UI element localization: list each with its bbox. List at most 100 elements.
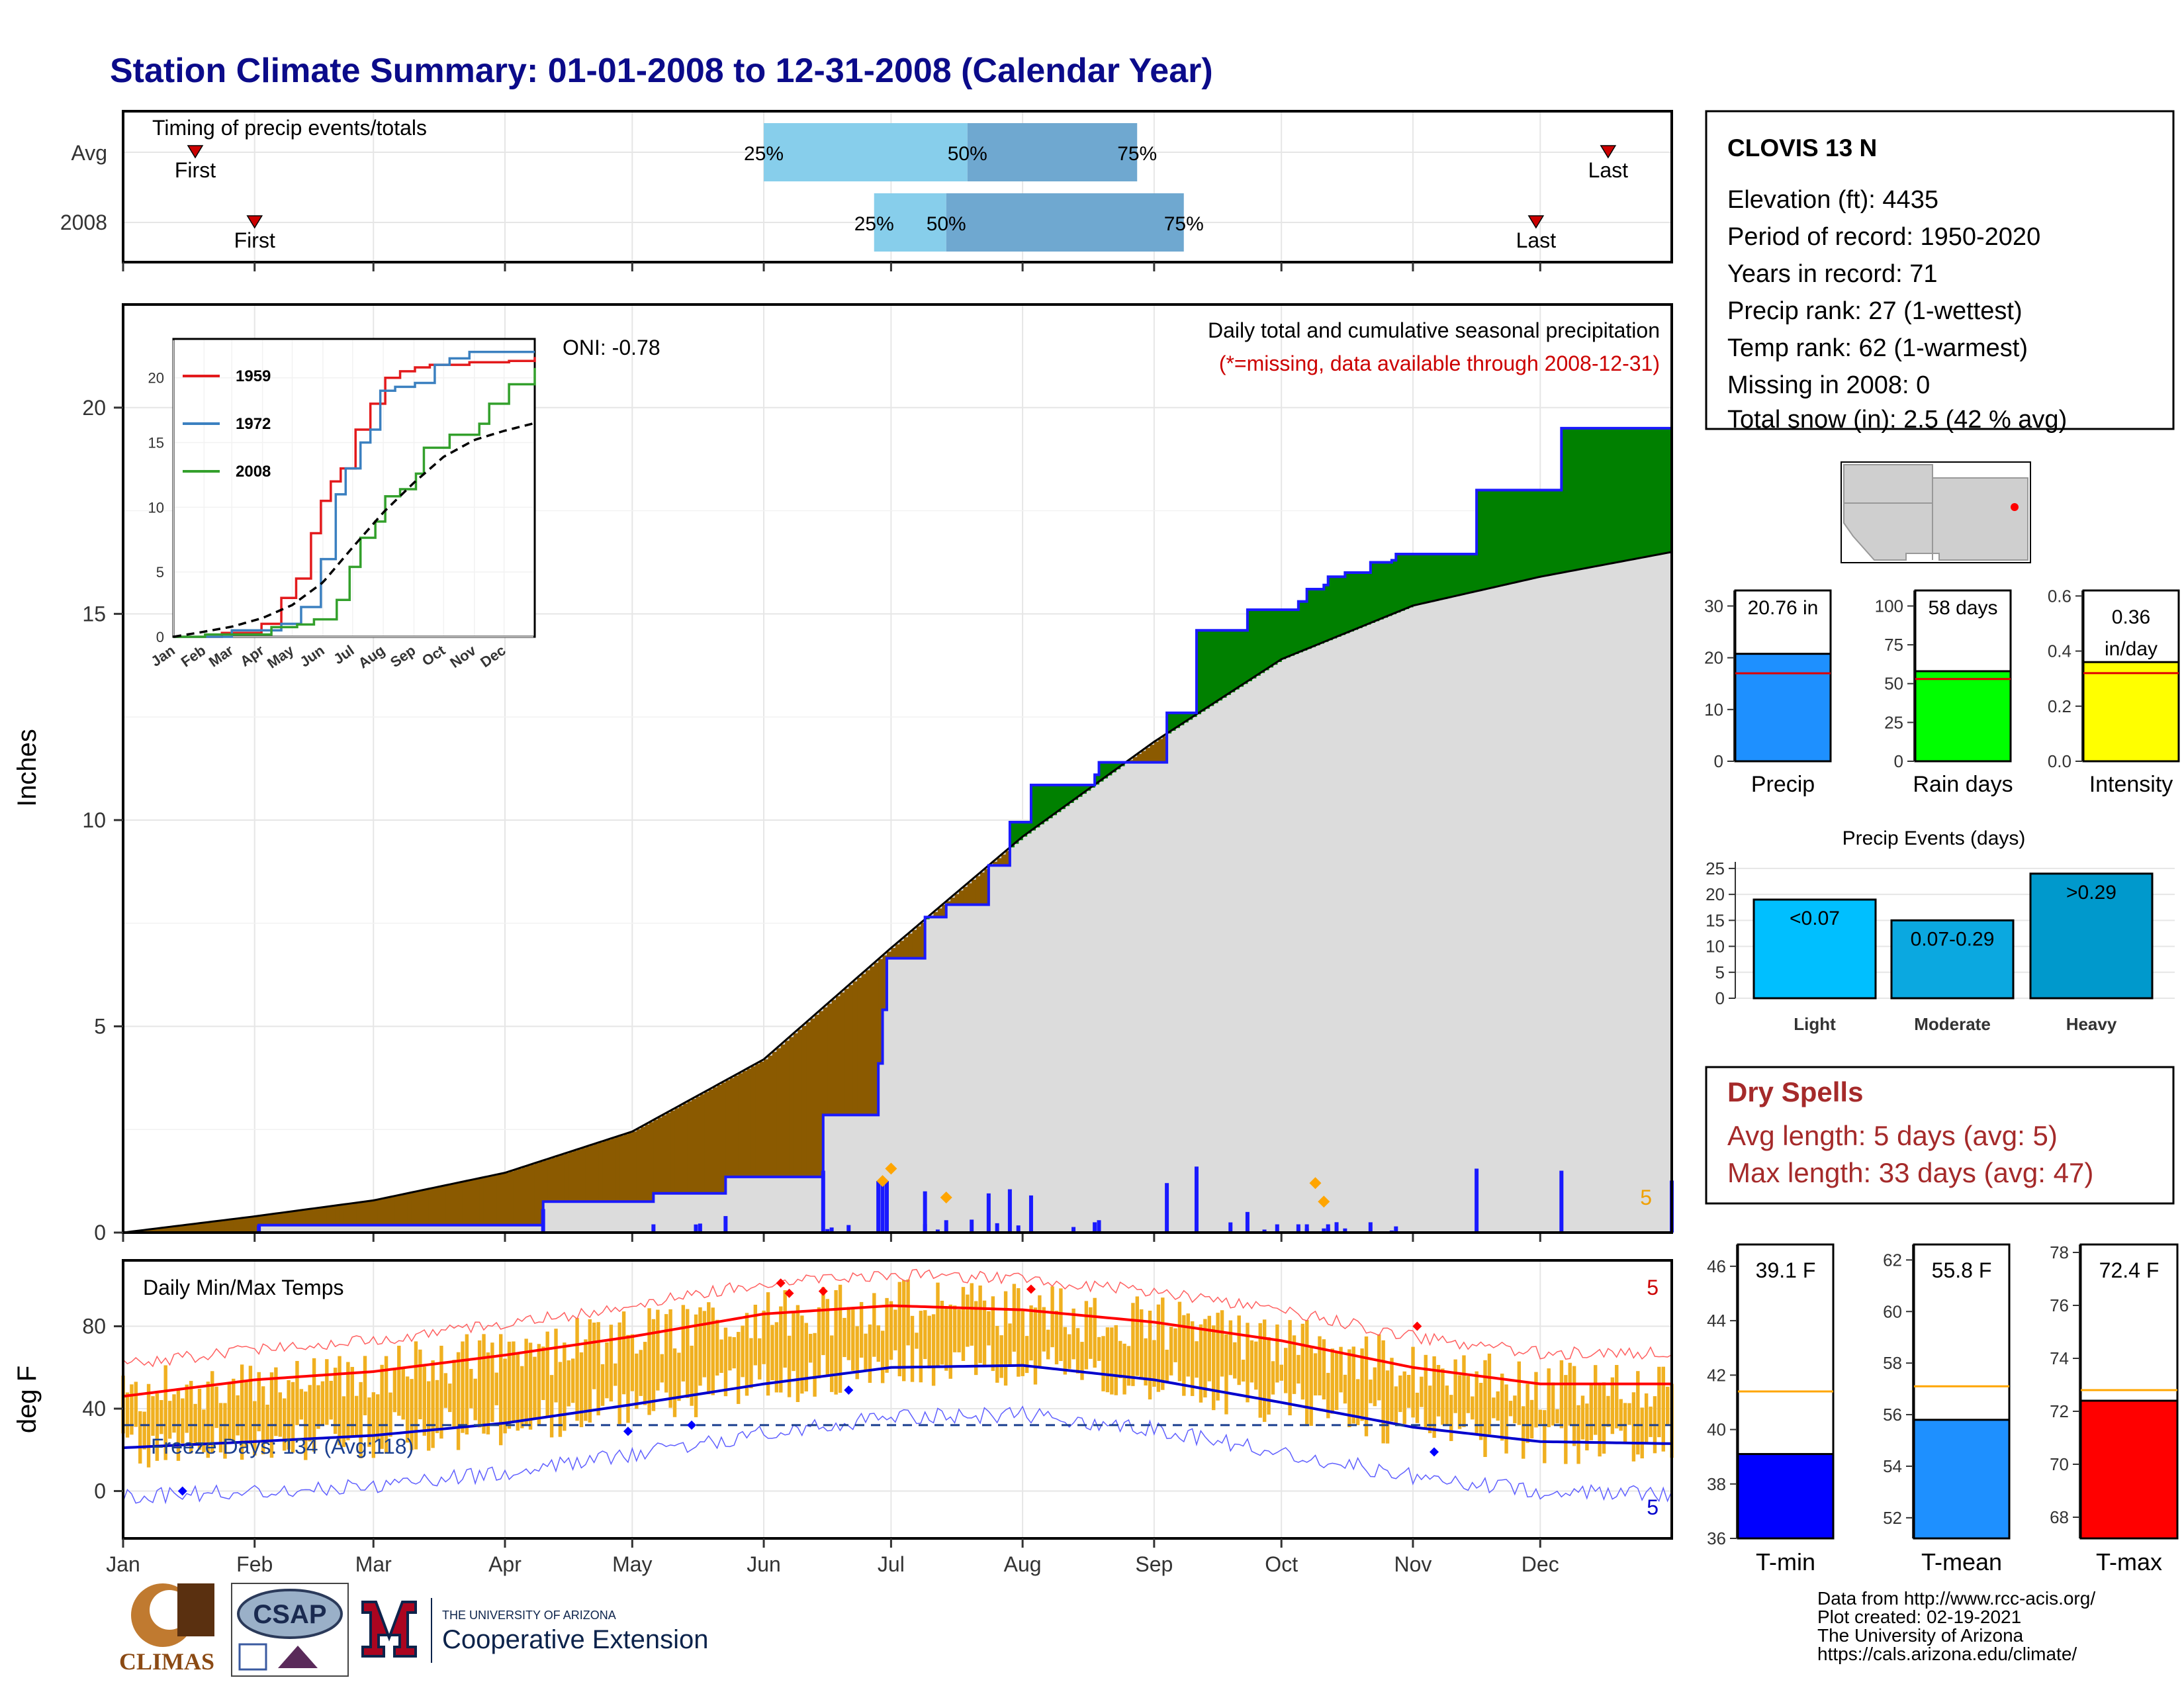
deficit-segment xyxy=(738,1073,743,1177)
rain-days-ytick: 0 xyxy=(1894,751,1903,771)
deficit-segment xyxy=(657,1117,662,1194)
deficit-segment xyxy=(641,1127,646,1202)
daily-temp-range-bar xyxy=(1152,1340,1156,1387)
daily-temp-range-bar xyxy=(167,1401,172,1439)
daily-temp-range-bar xyxy=(1636,1371,1640,1455)
intensity-ytick: 0.0 xyxy=(2048,751,2071,771)
footer-line-4: https://cals.arizona.edu/climate/ xyxy=(1817,1644,2077,1664)
daily-temp-range-bar xyxy=(388,1392,392,1437)
events-ytick: 0 xyxy=(1715,988,1725,1008)
daily-temp-range-bar xyxy=(1479,1383,1483,1440)
precip-panel-subtitle: (*=missing, data available through 2008-… xyxy=(1219,352,1660,375)
daily-temp-range-bar xyxy=(227,1383,232,1441)
daily-temp-range-bar xyxy=(1177,1301,1182,1382)
record-high-marker xyxy=(818,1286,828,1296)
daily-temp-range-bar xyxy=(910,1315,915,1382)
surplus-segment xyxy=(1417,553,1422,605)
deficit-segment xyxy=(437,1187,442,1225)
surplus-segment xyxy=(1561,428,1567,573)
station-info: CLOVIS 13 N Elevation (ft): 4435 Period … xyxy=(1705,110,2175,434)
daily-temp-range-bar xyxy=(410,1379,414,1450)
deficit-segment xyxy=(840,992,845,1115)
daily-temp-range-bar xyxy=(1305,1319,1309,1425)
station-snow: Total snow (in): 2.5 (42 % avg) xyxy=(1727,406,2067,434)
deficit-segment xyxy=(861,974,866,1115)
surplus-segment xyxy=(1506,490,1511,585)
deficit-segment xyxy=(772,1052,777,1177)
daily-temp-range-bar xyxy=(1657,1366,1661,1438)
surplus-segment xyxy=(1213,630,1218,704)
daily-temp-range-bar xyxy=(1203,1319,1207,1398)
month-label-Jun: Jun xyxy=(747,1552,781,1576)
events-ytick: 5 xyxy=(1715,962,1725,982)
daily-temp-range-bar xyxy=(588,1319,592,1423)
avg-cumulative-line xyxy=(122,551,1672,1234)
surplus-segment xyxy=(1328,577,1333,641)
deficit-segment xyxy=(398,1195,404,1225)
timing-frame xyxy=(122,110,1673,263)
deficit-segment xyxy=(504,1172,510,1225)
record-high-line xyxy=(122,1268,1672,1368)
surplus-segment xyxy=(1578,428,1583,570)
footer-line-2: Plot created: 02-19-2021 xyxy=(1817,1607,2021,1627)
surplus-segment xyxy=(1463,553,1469,594)
deficit-segment xyxy=(424,1190,430,1225)
daily-temp-range-bar xyxy=(982,1300,987,1366)
daily-temp-range-bar xyxy=(897,1282,902,1377)
daily-temp-range-bar xyxy=(830,1335,834,1392)
surplus-segment xyxy=(1230,630,1236,692)
daily-temp-range-bar xyxy=(974,1301,978,1376)
deficit-segment xyxy=(1162,736,1167,763)
daily-temp-range-bar xyxy=(1475,1371,1479,1435)
daily-temp-range-bar xyxy=(384,1356,388,1454)
daily-temp-range-bar xyxy=(1534,1372,1538,1428)
surplus-segment xyxy=(1218,630,1223,701)
deficit-segment xyxy=(411,1192,416,1225)
surplus-segment xyxy=(1544,490,1549,577)
daily-temp-range-bar xyxy=(503,1358,507,1434)
daily-temp-range-bar xyxy=(1406,1375,1411,1408)
daily-temp-range-bar xyxy=(333,1368,338,1434)
station-elevation: Elevation (ft): 4435 xyxy=(1727,186,1938,214)
daily-temp-range-bar xyxy=(1284,1348,1288,1393)
surplus-segment xyxy=(1039,784,1044,825)
rain-days-ytick: 100 xyxy=(1875,596,1903,616)
surplus-segment xyxy=(1290,610,1295,656)
daily-temp-range-bar xyxy=(707,1302,711,1395)
surplus-segment xyxy=(1408,553,1414,608)
daily-temp-range-bar xyxy=(1071,1308,1075,1360)
surplus-segment xyxy=(1026,822,1032,834)
tmin-ytick: 42 xyxy=(1707,1365,1726,1385)
daily-precip-bar xyxy=(1326,1227,1330,1233)
daily-precip-bar xyxy=(1296,1224,1300,1233)
events-title: Precip Events (days) xyxy=(1843,827,2026,849)
deficit-segment xyxy=(725,1080,731,1177)
deficit-segment xyxy=(224,1220,230,1233)
deficit-segment xyxy=(471,1180,476,1225)
timing-label-avg-75: 75% xyxy=(1117,143,1157,165)
daily-temp-range-bar xyxy=(1228,1320,1233,1376)
daily-temp-range-bar xyxy=(1199,1324,1203,1403)
surplus-segment xyxy=(1375,562,1380,622)
daily-temp-range-bar xyxy=(596,1322,600,1416)
deficit-segment xyxy=(700,1094,705,1194)
daily-temp-range-bar xyxy=(1262,1319,1267,1423)
deficit-segment xyxy=(729,1078,735,1177)
daily-temp-range-bar xyxy=(660,1354,664,1383)
surplus-segment xyxy=(1226,630,1231,695)
deficit-segment xyxy=(683,1103,688,1194)
deficit-segment xyxy=(623,1134,629,1202)
tmin-value: 39.1 F xyxy=(1756,1258,1816,1282)
daily-temp-range-bar xyxy=(813,1333,817,1397)
deficit-segment xyxy=(801,1025,807,1177)
surplus-segment xyxy=(1188,712,1193,720)
daily-temp-range-bar xyxy=(656,1309,660,1391)
deficit-segment xyxy=(649,1122,654,1202)
daily-temp-range-bar xyxy=(1084,1301,1089,1370)
daily-temp-range-bar xyxy=(855,1326,859,1380)
climas-logo: CLIMAS xyxy=(119,1583,214,1675)
daily-temp-range-bar xyxy=(1385,1370,1390,1444)
surplus-segment xyxy=(1383,562,1388,618)
daily-precip-bar xyxy=(1007,1189,1012,1233)
surplus-segment xyxy=(1205,630,1210,709)
